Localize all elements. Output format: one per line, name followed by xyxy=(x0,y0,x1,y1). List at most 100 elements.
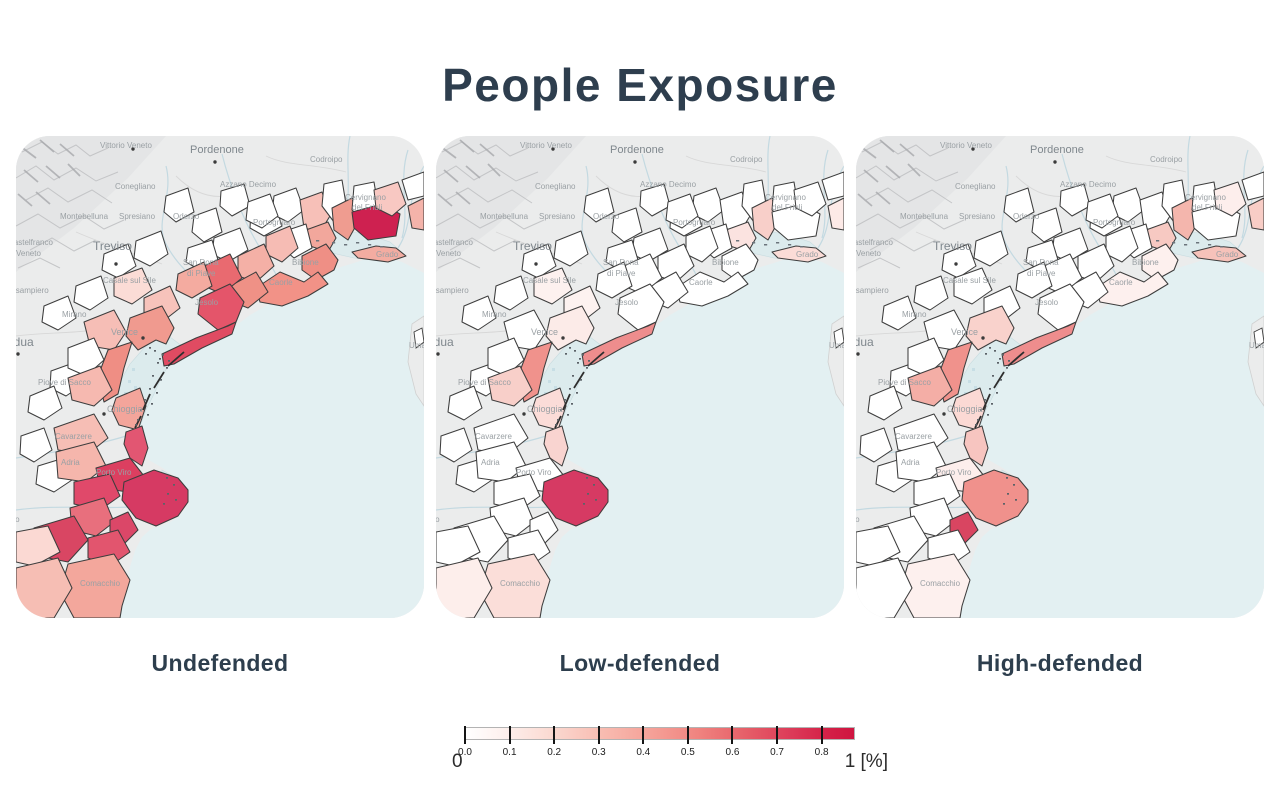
municipality-w2 xyxy=(191,207,223,243)
municipality-n7 xyxy=(1213,181,1247,217)
city-label: Mirano xyxy=(62,310,87,319)
city-marker xyxy=(971,147,975,151)
city-label: Vittorio Veneto xyxy=(100,141,152,150)
city-label: Castelfranco xyxy=(856,238,893,247)
city-marker xyxy=(522,412,526,416)
city-label: Grado xyxy=(1216,250,1239,259)
municipality-w8 xyxy=(461,295,497,331)
map-panel-low-defended: Vittorio Veneto Pordenone Codroipo Coneglia… xyxy=(436,136,844,618)
legend-tick xyxy=(553,726,556,744)
municipality-w1 xyxy=(163,187,195,223)
city-label: Chioggia xyxy=(107,404,143,414)
municipality-c15 xyxy=(545,305,595,351)
city-label: Montebelluna xyxy=(60,212,109,221)
legend-tick xyxy=(731,726,734,744)
city-label: di Piave xyxy=(607,269,636,278)
municipality-c26 xyxy=(961,469,1029,527)
city-label: Comacchio xyxy=(80,579,121,588)
city-label: Piove di Sacco xyxy=(458,378,511,387)
city-label: San Donà xyxy=(603,258,639,267)
municipality-c33 xyxy=(856,525,901,567)
lido-barrier xyxy=(573,371,585,389)
legend-tick-label: 0.4 xyxy=(636,747,651,758)
city-label: Padua xyxy=(856,335,874,349)
legend-min-label: 0 xyxy=(452,751,463,772)
legend-colorbar xyxy=(465,727,855,740)
city-label: Adria xyxy=(481,458,500,467)
city-marker xyxy=(561,336,565,340)
municipality-c3 xyxy=(1095,271,1169,307)
lido-barrier xyxy=(562,393,571,411)
city-label: Oderzo xyxy=(173,212,200,221)
city-label: Casale sul Sile xyxy=(103,276,156,285)
city-label: Jesolo xyxy=(195,298,219,307)
city-label: Piove di Sacco xyxy=(38,378,91,387)
legend-tick-label: 0.0 xyxy=(458,747,472,758)
municipality-c19 xyxy=(67,365,113,407)
city-label: Cavarzere xyxy=(55,432,92,441)
municipality-w6 xyxy=(101,243,137,279)
city-marker xyxy=(131,147,135,151)
city-label: Bibione xyxy=(712,258,739,267)
city-label: Cervignano xyxy=(1185,193,1226,202)
municipality-n4 xyxy=(1171,197,1199,241)
municipality-n7 xyxy=(373,181,407,217)
municipality-w3 xyxy=(1059,183,1091,217)
municipality-w6 xyxy=(521,243,557,279)
municipality-c3 xyxy=(255,271,329,307)
municipality-w1 xyxy=(583,187,615,223)
municipality-c25 xyxy=(913,473,961,511)
municipality-n12 xyxy=(401,171,424,201)
municipality-w3 xyxy=(219,183,251,217)
legend-tick-label: 0.8 xyxy=(814,747,829,758)
municipality-w10 xyxy=(27,385,63,421)
municipality-w2 xyxy=(611,207,643,243)
municipality-c26 xyxy=(121,469,189,527)
city-marker xyxy=(942,412,946,416)
city-label: Castelfranco xyxy=(436,238,473,247)
municipality-n10 xyxy=(665,193,699,229)
municipality-c15 xyxy=(965,305,1015,351)
city-label: Porto Viro xyxy=(936,468,972,477)
municipality-w3 xyxy=(639,183,671,217)
city-label: aro xyxy=(856,515,860,524)
municipality-c10 xyxy=(1015,261,1053,299)
municipality-c1 xyxy=(301,243,339,281)
legend-tick-label: 0.7 xyxy=(770,747,784,758)
municipality-c23 xyxy=(123,425,149,467)
municipality-w11 xyxy=(859,427,893,463)
city-label: Oderzo xyxy=(1013,212,1040,221)
city-label: del Friuli xyxy=(1192,203,1222,212)
legend-tick xyxy=(464,726,466,744)
lido-barrier xyxy=(554,415,562,429)
river-line xyxy=(1061,153,1121,283)
caption-low-defended: Low-defended xyxy=(559,650,721,676)
municipality-w5 xyxy=(973,230,1009,267)
legend-tick xyxy=(508,726,511,744)
city-label: Camposampiero xyxy=(436,286,469,295)
city-label: Conegliano xyxy=(535,182,576,191)
municipality-c14 xyxy=(113,267,153,305)
municipality-w5 xyxy=(553,230,589,267)
municipality-c32 xyxy=(436,557,493,618)
city-label: di Piave xyxy=(1027,269,1056,278)
city-label: Jesolo xyxy=(615,298,639,307)
mountains xyxy=(856,136,1006,272)
city-label: aro xyxy=(16,515,20,524)
river-line xyxy=(401,149,409,239)
river-line xyxy=(641,153,701,283)
municipality-c23 xyxy=(543,425,569,467)
city-label: Cervignano xyxy=(345,193,386,202)
city-label: Castelfranco xyxy=(16,238,53,247)
municipality-c19 xyxy=(907,365,953,407)
municipality-w8 xyxy=(41,295,77,331)
municipality-n11 xyxy=(407,197,424,231)
city-label: Treviso xyxy=(933,239,972,253)
municipality-c26 xyxy=(541,469,609,527)
city-label: Spresiano xyxy=(959,212,996,221)
city-label: Casale sul Sile xyxy=(523,276,576,285)
city-marker xyxy=(213,160,217,164)
municipality-n10 xyxy=(245,193,279,229)
city-label: Comacchio xyxy=(500,579,541,588)
